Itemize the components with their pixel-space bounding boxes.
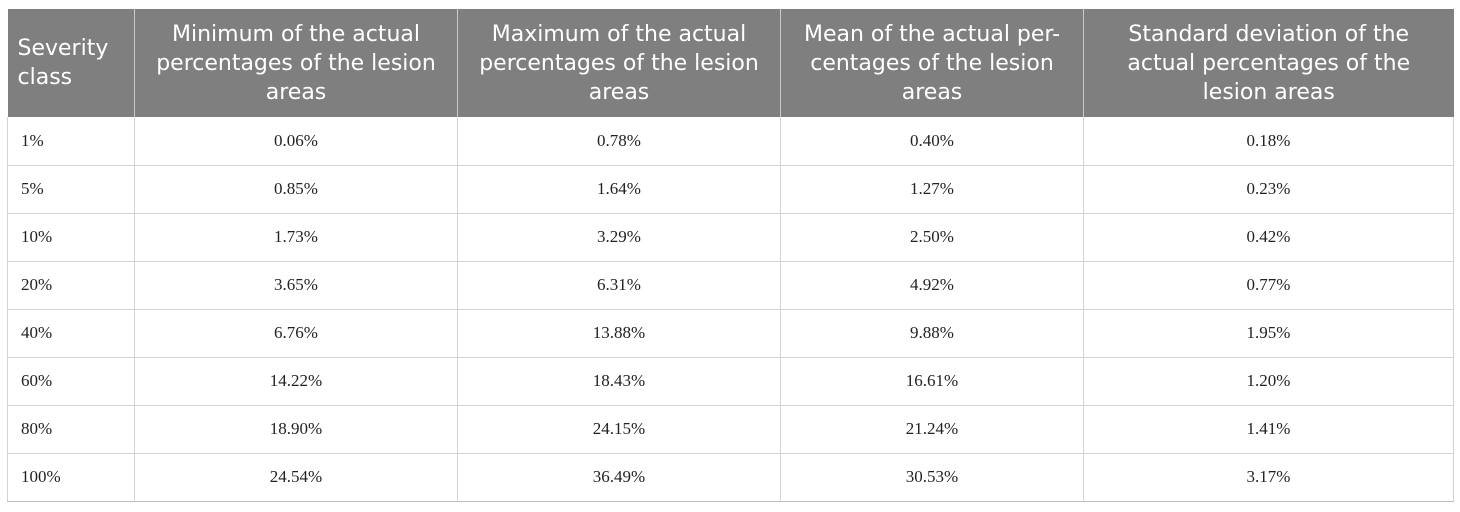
cell-minimum: 24.54% — [134, 453, 458, 502]
cell-maximum: 13.88% — [457, 309, 781, 358]
cell-standard-deviation: 3.17% — [1083, 453, 1454, 502]
table-row: 20% 3.65% 6.31% 4.92% 0.77% — [7, 261, 1454, 310]
table-body: 1% 0.06% 0.78% 0.40% 0.18% 5% 0.85% 1.64… — [7, 117, 1454, 502]
cell-minimum: 6.76% — [134, 309, 458, 358]
cell-minimum: 14.22% — [134, 357, 458, 406]
cell-minimum: 0.06% — [134, 117, 458, 166]
cell-standard-deviation: 0.77% — [1083, 261, 1454, 310]
cell-maximum: 18.43% — [457, 357, 781, 406]
header-mean: Mean of the actual per- centages of the … — [780, 9, 1084, 117]
cell-minimum: 3.65% — [134, 261, 458, 310]
table-row: 60% 14.22% 18.43% 16.61% 1.20% — [7, 357, 1454, 406]
cell-mean: 16.61% — [780, 357, 1084, 406]
cell-mean: 21.24% — [780, 405, 1084, 454]
cell-severity-class: 20% — [7, 261, 135, 310]
header-severity-class: Severity class — [7, 9, 135, 117]
cell-severity-class: 80% — [7, 405, 135, 454]
cell-severity-class: 60% — [7, 357, 135, 406]
cell-mean: 1.27% — [780, 165, 1084, 214]
header-maximum: Maximum of the actual percentages of the… — [457, 9, 781, 117]
table-row: 40% 6.76% 13.88% 9.88% 1.95% — [7, 309, 1454, 358]
cell-mean: 9.88% — [780, 309, 1084, 358]
cell-mean: 2.50% — [780, 213, 1084, 262]
cell-mean: 30.53% — [780, 453, 1084, 502]
cell-standard-deviation: 1.20% — [1083, 357, 1454, 406]
table-row: 1% 0.06% 0.78% 0.40% 0.18% — [7, 117, 1454, 166]
cell-maximum: 1.64% — [457, 165, 781, 214]
table-header: Severity class Minimum of the actual per… — [7, 9, 1454, 117]
cell-severity-class: 10% — [7, 213, 135, 262]
cell-mean: 0.40% — [780, 117, 1084, 166]
header-standard-deviation: Standard deviation of the actual percent… — [1083, 9, 1454, 117]
cell-severity-class: 40% — [7, 309, 135, 358]
severity-lesion-table: Severity class Minimum of the actual per… — [7, 9, 1454, 502]
cell-maximum: 24.15% — [457, 405, 781, 454]
cell-maximum: 6.31% — [457, 261, 781, 310]
cell-minimum: 1.73% — [134, 213, 458, 262]
cell-minimum: 18.90% — [134, 405, 458, 454]
cell-severity-class: 5% — [7, 165, 135, 214]
cell-standard-deviation: 0.23% — [1083, 165, 1454, 214]
cell-standard-deviation: 0.42% — [1083, 213, 1454, 262]
header-minimum: Minimum of the actual percentages of the… — [134, 9, 458, 117]
cell-standard-deviation: 0.18% — [1083, 117, 1454, 166]
cell-maximum: 3.29% — [457, 213, 781, 262]
cell-standard-deviation: 1.41% — [1083, 405, 1454, 454]
cell-standard-deviation: 1.95% — [1083, 309, 1454, 358]
table-row: 5% 0.85% 1.64% 1.27% 0.23% — [7, 165, 1454, 214]
table-row: 80% 18.90% 24.15% 21.24% 1.41% — [7, 405, 1454, 454]
cell-maximum: 0.78% — [457, 117, 781, 166]
cell-minimum: 0.85% — [134, 165, 458, 214]
table-row: 10% 1.73% 3.29% 2.50% 0.42% — [7, 213, 1454, 262]
cell-mean: 4.92% — [780, 261, 1084, 310]
cell-severity-class: 100% — [7, 453, 135, 502]
cell-maximum: 36.49% — [457, 453, 781, 502]
table-row: 100% 24.54% 36.49% 30.53% 3.17% — [7, 453, 1454, 502]
header-row: Severity class Minimum of the actual per… — [7, 9, 1454, 117]
cell-severity-class: 1% — [7, 117, 135, 166]
